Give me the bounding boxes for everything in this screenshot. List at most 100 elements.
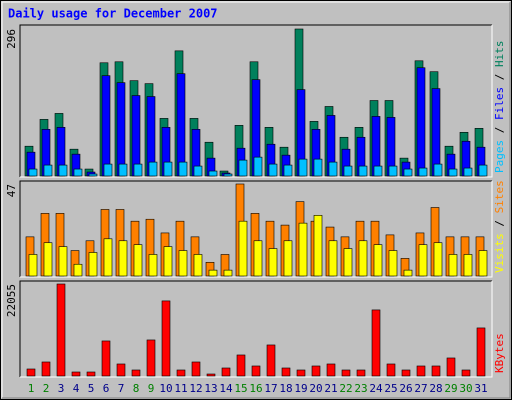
bar [103,163,113,177]
bar [116,363,126,377]
bar [223,173,233,177]
legend: KBytes [493,333,506,373]
x-tick-label: 5 [88,382,95,395]
bar [118,240,128,277]
x-tick-label: 3 [58,382,65,395]
x-tick-label: 30 [459,382,472,395]
bar [343,165,353,177]
x-tick-label: 21 [324,382,337,395]
bar [463,254,473,277]
bar [418,167,428,177]
bar [478,164,488,177]
bar [206,373,216,377]
bar [281,367,291,377]
bar [448,168,458,177]
x-tick-label: 29 [444,382,457,395]
legend-separator: / [493,120,506,140]
bar [221,367,231,377]
bar [416,67,426,177]
x-tick-label: 18 [279,382,292,395]
x-tick-label: 11 [174,382,187,395]
bar [358,165,368,177]
bar [418,244,428,277]
legend: Visits / Sites [493,180,506,273]
bar [478,250,488,277]
legend-entry: Hits [493,41,506,68]
chart-title: Daily usage for December 2007 [8,7,218,21]
x-tick-label: 31 [474,382,487,395]
bar [133,244,143,277]
x-tick-label: 27 [414,382,427,395]
bar [266,344,276,377]
bar [161,300,171,377]
bar [148,161,158,177]
bar [88,173,98,177]
x-tick-label: 2 [43,382,50,395]
panel-bevel [20,281,493,378]
bar [403,269,413,277]
panel [20,281,492,377]
bar [208,170,218,177]
bar [388,250,398,277]
bar [371,309,381,377]
x-tick-label: 4 [73,382,80,395]
x-tick-label: 24 [369,382,383,395]
x-tick-label: 15 [234,382,247,395]
bar [388,165,398,177]
bar [298,158,308,177]
bar [268,163,278,177]
bar [116,82,126,177]
bar [56,283,66,377]
bar [283,164,293,177]
bar [101,340,111,377]
bar [238,220,248,277]
y-tick-label: 296 [5,29,18,49]
bar [238,159,248,177]
panel-bevel [19,280,492,377]
bar [43,164,53,177]
legend: Pages / Files / Hits [493,41,506,174]
bar [131,369,141,377]
bar [41,361,51,377]
x-tick-label: 7 [118,382,125,395]
bar [343,248,353,277]
bar [326,363,336,377]
panel-bevel [20,181,493,278]
panel-bevel [19,180,492,277]
y-tick-label: 22055 [5,284,18,317]
bar [253,240,263,277]
bar [191,361,201,377]
bar [431,365,441,377]
bar [73,263,83,277]
bar [446,357,456,377]
bar [283,240,293,277]
bar [298,222,308,277]
bar [101,75,111,177]
legend-entry: KBytes [493,333,506,373]
x-tick-label: 25 [384,382,397,395]
bar [178,161,188,177]
bar [268,248,278,277]
legend-entry: Pages [493,140,506,173]
x-tick-label: 1 [28,382,35,395]
bar [208,269,218,277]
bar [88,252,98,277]
bar [118,163,128,177]
bar [253,156,263,177]
bar [296,369,306,377]
bar [313,215,323,277]
bar [476,327,486,377]
bar [193,254,203,277]
x-tick-label: 6 [103,382,110,395]
x-tick-label: 10 [159,382,172,395]
bar [373,165,383,177]
bar [28,254,38,277]
x-tick-label: 13 [204,382,217,395]
bar [193,165,203,177]
bar [236,354,246,377]
legend-entry: Files [493,87,506,120]
bar [461,369,471,377]
